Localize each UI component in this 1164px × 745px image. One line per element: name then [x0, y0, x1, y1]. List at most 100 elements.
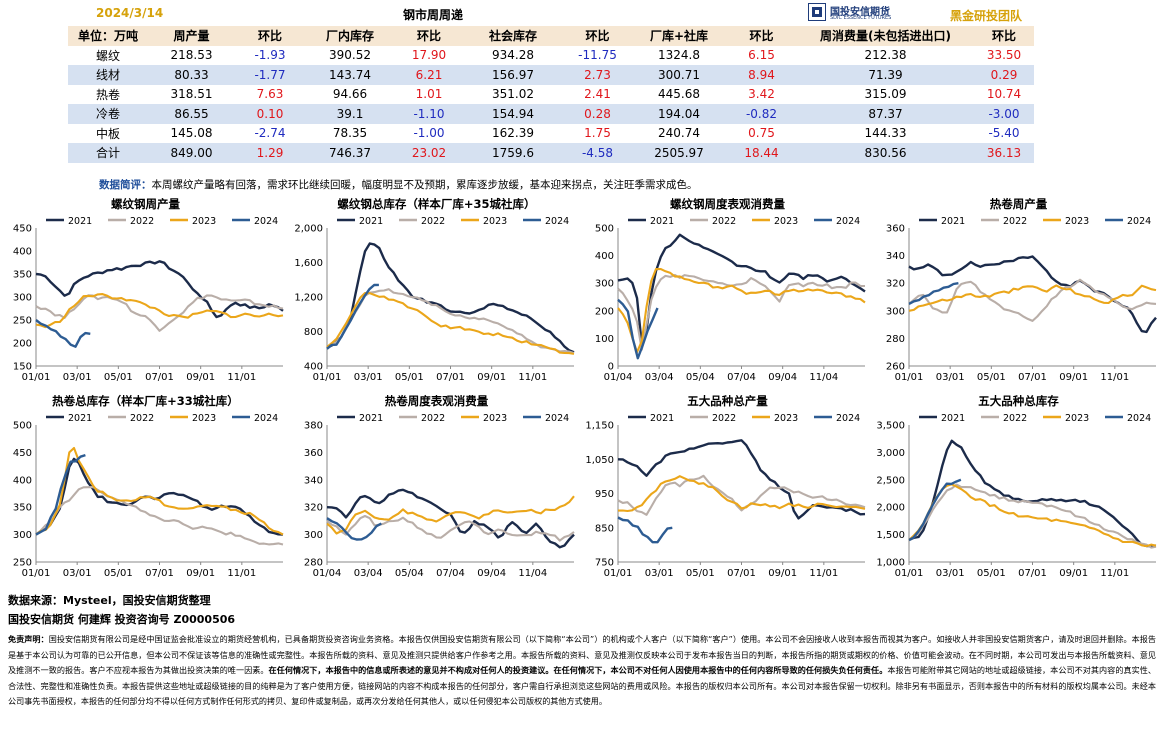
chart-hrc-inventory: 热卷总库存（样本厂库+33城社库） 2021 2022 2023 2024 250 300 3… — [13, 394, 284, 579]
legend-label: 2023 — [774, 413, 798, 424]
x-tick-label: 09/01 — [1059, 568, 1088, 579]
x-tick-label: 05/04 — [395, 568, 424, 579]
legend-item-2023: 2023 — [461, 413, 507, 424]
logo-text-en: SDIC ESSENCE FUTURES — [830, 15, 892, 21]
team-name: 黑金研投团队 — [950, 9, 1023, 23]
series-line-2024 — [326, 517, 382, 541]
legend-item-2021: 2021 — [919, 216, 965, 227]
disclaimer-label: 免责声明： — [8, 634, 49, 644]
table-cell: 218.53 — [170, 48, 213, 63]
table-cell: 2505.97 — [632, 143, 726, 163]
y-tick-label: 260 — [886, 362, 905, 373]
legend-label: 2021 — [941, 216, 965, 227]
legend-label: 2023 — [1065, 413, 1089, 424]
table-cell: 240.74 — [658, 126, 700, 141]
legend-item-2021: 2021 — [919, 413, 965, 424]
table-cell: 849.00 — [148, 143, 235, 163]
summary-text: 本周螺纹产量略有回落，需求环比继续回暖，幅度明显不及预期，累库逐步放缓，基本迎来… — [151, 179, 698, 191]
chart-title: 五大品种总产量 — [687, 394, 768, 408]
y-tick-label: 280 — [304, 558, 323, 569]
legend-label: 2021 — [941, 413, 965, 424]
table-cell: 2.73 — [563, 65, 632, 85]
legend-item-2021: 2021 — [337, 413, 383, 424]
legend-label: 2024 — [836, 216, 860, 227]
table-header-row: 单位：万吨 周产量 环比 厂内库存 环比 社会库存 环比 厂库+社库 环比 周消费量(未包括进出口… — [68, 26, 1034, 46]
legend-item-2024: 2024 — [232, 216, 278, 227]
y-tick-label: 950 — [595, 489, 614, 500]
chart-title: 热卷总库存（样本厂库+33城社库） — [52, 394, 239, 408]
x-tick-label: 07/04 — [436, 568, 465, 579]
y-tick-label: 450 — [13, 224, 32, 235]
y-tick-label: 3,500 — [876, 421, 905, 432]
table-header-0: 单位：万吨 — [68, 26, 148, 46]
y-tick-label: 2,500 — [876, 475, 905, 486]
y-tick-label: 380 — [304, 421, 323, 432]
x-tick-label: 09/01 — [768, 568, 797, 579]
y-tick-label: 400 — [13, 475, 32, 486]
table-header-10: 环比 — [974, 26, 1034, 46]
table-header-1: 周产量 — [148, 26, 235, 46]
series-line-2021 — [326, 242, 575, 354]
legend-item-2023: 2023 — [1043, 413, 1089, 424]
x-tick-label: 11/01 — [518, 372, 547, 383]
legend-label: 2022 — [130, 413, 154, 424]
series-line-2023 — [617, 267, 866, 354]
legend-item-2022: 2022 — [108, 413, 154, 424]
series-line-2023 — [326, 291, 575, 355]
y-tick-label: 850 — [595, 523, 614, 534]
table-cell: 33.50 — [986, 48, 1022, 63]
legend-label: 2021 — [68, 216, 92, 227]
series-line-2024 — [908, 478, 962, 542]
x-tick-label: 09/04 — [768, 372, 797, 383]
table-header-9: 周消费量(未包括进出口) — [797, 26, 974, 46]
y-tick-label: 250 — [13, 558, 32, 569]
x-tick-label: 03/01 — [645, 568, 674, 579]
table-cell: 1.29 — [235, 143, 305, 163]
series-line-2023 — [908, 483, 1157, 548]
table-cell: 86.55 — [148, 104, 235, 124]
y-tick-label: 1,500 — [876, 530, 905, 541]
y-tick-label: 800 — [304, 327, 323, 338]
legend-item-2022: 2022 — [108, 216, 154, 227]
series-line-2024 — [35, 319, 91, 348]
table-body: 螺纹 218.53 -1.93 390.52 17.90 934.28 -11.75 1324… — [68, 46, 1034, 163]
y-tick-label: 1,600 — [294, 258, 323, 269]
y-tick-label: 400 — [13, 247, 32, 258]
x-tick-label: 07/01 — [145, 568, 174, 579]
x-tick-label: 03/04 — [645, 372, 674, 383]
table-cell: -1.10 — [395, 104, 463, 124]
series-line-2022 — [908, 483, 1157, 549]
table-cell: 0.10 — [235, 104, 305, 124]
legend-label: 2021 — [68, 413, 92, 424]
legend-label: 2022 — [1003, 216, 1027, 227]
table-cell: -1.00 — [413, 126, 445, 141]
y-tick-label: 340 — [886, 251, 905, 262]
y-tick-label: 350 — [13, 503, 32, 514]
legend-label: 2024 — [254, 413, 278, 424]
table-cell: 冷卷 — [68, 104, 148, 124]
x-tick-label: 11/01 — [1100, 568, 1129, 579]
y-tick-label: 340 — [304, 475, 323, 486]
y-tick-label: 1,200 — [294, 293, 323, 304]
y-tick-label: 1,050 — [585, 455, 614, 466]
table-cell: -1.93 — [254, 48, 286, 63]
legend-item-2024: 2024 — [232, 413, 278, 424]
table-cell: 螺纹 — [95, 48, 120, 63]
x-tick-label: 07/01 — [436, 372, 465, 383]
y-tick-label: 300 — [886, 306, 905, 317]
x-tick-label: 05/04 — [686, 372, 715, 383]
y-tick-label: 0 — [608, 362, 614, 373]
x-tick-label: 03/01 — [936, 568, 965, 579]
series-line-2024 — [35, 453, 86, 536]
legend-item-2023: 2023 — [752, 216, 798, 227]
table-cell: 6.15 — [748, 48, 775, 63]
x-tick-label: 11/01 — [227, 372, 256, 383]
x-tick-label: 11/04 — [518, 568, 547, 579]
y-tick-label: 150 — [13, 362, 32, 373]
legend-item-2022: 2022 — [981, 216, 1027, 227]
table-cell: 0.28 — [563, 104, 632, 124]
table-cell: 830.56 — [797, 143, 974, 163]
x-tick-label: 05/01 — [977, 568, 1006, 579]
x-tick-label: 11/01 — [809, 568, 838, 579]
table-cell: 8.94 — [726, 65, 797, 85]
